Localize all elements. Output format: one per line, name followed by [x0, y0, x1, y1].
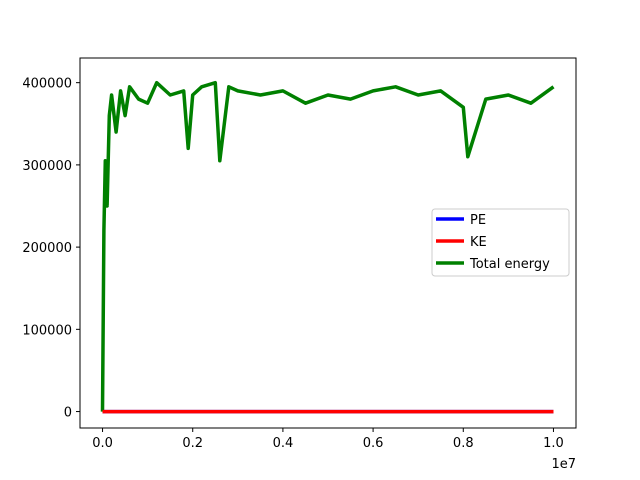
- legend-label-total-energy: Total energy: [469, 257, 550, 272]
- x-offset-label: 1e7: [551, 457, 576, 472]
- legend-label-pe: PE: [470, 213, 486, 228]
- legend-frame: [431, 208, 570, 277]
- x-axis: 0.0 0.2 0.4 0.6 0.8 1.0: [92, 428, 564, 451]
- x-tick-label: 0.0: [92, 436, 113, 451]
- y-tick-label: 0: [64, 406, 72, 421]
- legend: PE KE Total energy: [431, 208, 570, 277]
- y-tick-label: 400000: [22, 77, 72, 92]
- plot-area: [100, 80, 555, 414]
- axes-frame: [79, 57, 577, 429]
- x-tick-label: 1.0: [543, 436, 564, 451]
- y-tick-label: 200000: [22, 241, 72, 256]
- y-axis: 0 100000 200000 300000 400000: [22, 77, 80, 421]
- y-tick-label: 100000: [22, 323, 72, 338]
- x-tick-label: 0.8: [453, 436, 474, 451]
- y-tick-label: 300000: [22, 159, 72, 174]
- x-tick-label: 0.2: [182, 436, 203, 451]
- x-tick-label: 0.6: [363, 436, 384, 451]
- x-tick-label: 0.4: [273, 436, 294, 451]
- legend-label-ke: KE: [470, 235, 487, 250]
- series-line-total-energy: [100, 80, 555, 412]
